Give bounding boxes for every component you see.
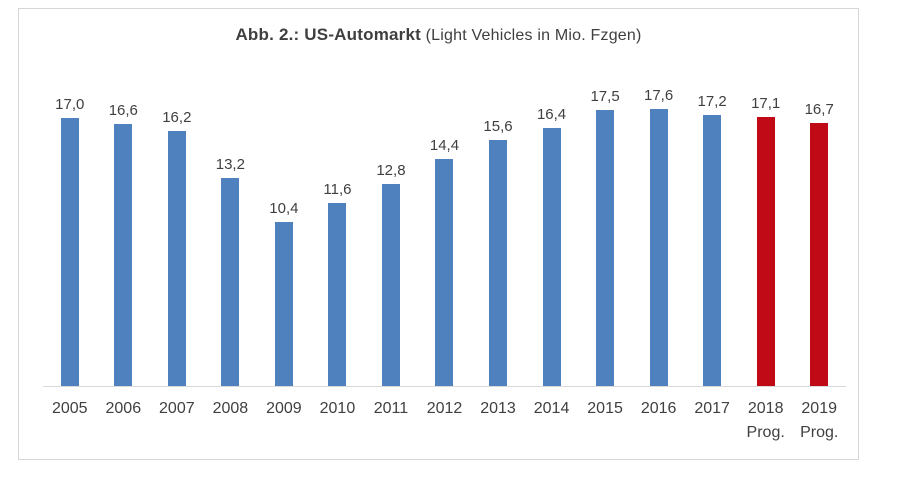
x-axis-year: 2013 <box>480 400 516 417</box>
bar-value-label: 16,7 <box>804 101 834 118</box>
x-axis-label: 2014 <box>525 397 579 445</box>
x-axis-label: 2018 Prog. <box>739 397 793 445</box>
bar-column: 17,2 <box>685 65 739 386</box>
chart-title-main: Abb. 2.: US-Automarkt <box>235 25 421 44</box>
x-axis-label: 2015 <box>578 397 632 445</box>
x-axis-year: 2016 <box>640 400 677 417</box>
bar-actual <box>542 128 561 386</box>
x-axis-label: 2006 <box>97 397 151 445</box>
bar-column: 13,2 <box>204 65 258 386</box>
bar-value-label: 14,4 <box>429 137 460 154</box>
bar-column: 14,4 <box>418 65 472 386</box>
bar-value-label: 16,4 <box>536 106 567 123</box>
bar-column: 16,7 <box>792 65 846 386</box>
x-axis-year: 2012 <box>426 400 463 417</box>
x-axis-year: 2015 <box>587 400 623 417</box>
chart-title-subtitle: (Light Vehicles in Mio. Fzgen) <box>421 27 642 44</box>
x-axis-label: 2008 <box>204 397 258 445</box>
x-axis-year: 2006 <box>105 400 142 417</box>
x-axis-sublabel: Prog. <box>800 424 839 441</box>
x-axis-label: 2017 <box>685 397 739 445</box>
x-axis-label: 2019 Prog. <box>792 397 846 445</box>
bar-actual <box>596 110 615 386</box>
x-axis-label: 2010 <box>311 397 365 445</box>
x-axis-year: 2009 <box>266 400 302 417</box>
x-axis-label: 2011 <box>364 397 418 445</box>
bar-actual <box>703 115 722 386</box>
bar-value-label: 17,5 <box>590 88 620 105</box>
x-axis-year: 2019 <box>801 400 837 417</box>
bar-column: 12,8 <box>364 65 418 386</box>
bar-actual <box>274 222 293 386</box>
x-axis-label: 2009 <box>257 397 311 445</box>
bar-value-label: 17,6 <box>644 87 674 104</box>
bar-actual <box>381 184 400 386</box>
bar-actual <box>489 140 508 386</box>
x-axis-label: 2005 <box>43 397 97 445</box>
x-axis-labels: 2005 2006 2007 2008 2009 2010 2011 2012 2013 2014… <box>43 397 846 445</box>
bar-actual <box>435 159 454 386</box>
bar-value-label: 13,2 <box>215 156 245 173</box>
bar-column: 17,6 <box>632 65 686 386</box>
x-axis-year: 2010 <box>319 400 356 417</box>
bar-column: 16,2 <box>150 65 204 386</box>
plot-area: 17,0 16,6 16,2 13,2 10,4 11,6 12,8 14,4 15,6 16,4… <box>43 65 846 387</box>
bar-actual <box>649 109 668 386</box>
bar-column: 11,6 <box>311 65 365 386</box>
x-axis-label: 2013 <box>471 397 525 445</box>
bar-value-label: 10,4 <box>269 200 299 217</box>
x-axis-year: 2017 <box>694 400 730 417</box>
chart-title: Abb. 2.: US-Automarkt (Light Vehicles in… <box>19 25 858 45</box>
x-axis-year: 2018 <box>747 400 784 417</box>
x-axis-label: 2012 <box>418 397 472 445</box>
bar-column: 10,4 <box>257 65 311 386</box>
bar-prognosis <box>756 117 775 386</box>
bar-actual <box>167 131 186 386</box>
bar-column: 17,0 <box>43 65 97 386</box>
x-axis-year: 2014 <box>533 400 570 417</box>
bar-prognosis <box>810 123 829 386</box>
bar-actual <box>328 203 347 386</box>
x-axis-label: 2007 <box>150 397 204 445</box>
x-axis-year: 2007 <box>159 400 195 417</box>
bar-column: 16,4 <box>525 65 579 386</box>
bar-value-label: 16,2 <box>162 109 192 126</box>
x-axis-year: 2011 <box>373 400 409 417</box>
bar-column: 16,6 <box>97 65 151 386</box>
x-axis-sublabel: Prog. <box>746 424 785 441</box>
bar-value-label: 17,0 <box>55 96 85 113</box>
bar-value-label: 16,6 <box>108 102 138 119</box>
chart-frame: Abb. 2.: US-Automarkt (Light Vehicles in… <box>18 8 859 460</box>
bar-actual <box>114 124 133 386</box>
x-axis-year: 2008 <box>212 400 249 417</box>
bar-actual <box>221 178 240 386</box>
bar-value-label: 12,8 <box>376 162 406 179</box>
bar-column: 15,6 <box>471 65 525 386</box>
bar-value-label: 17,2 <box>697 93 727 110</box>
x-axis-label: 2016 <box>632 397 686 445</box>
bar-actual <box>60 118 79 386</box>
bar-column: 17,1 <box>739 65 793 386</box>
x-axis-year: 2005 <box>51 400 88 417</box>
bar-column: 17,5 <box>578 65 632 386</box>
bar-value-label: 17,1 <box>751 95 781 112</box>
bar-value-label: 11,6 <box>323 181 352 198</box>
bar-value-label: 15,6 <box>483 118 513 135</box>
